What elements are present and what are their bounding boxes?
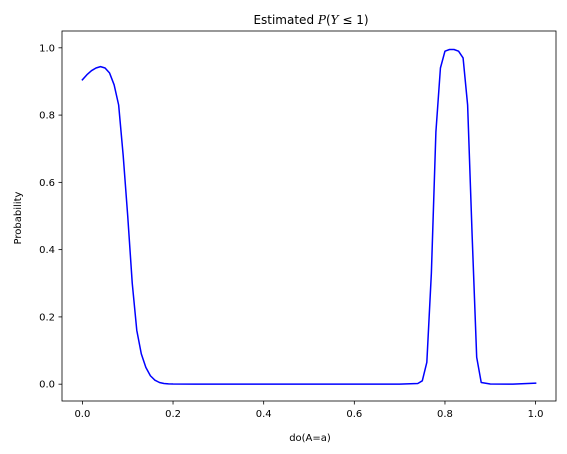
x-axis-label: do(A=a) xyxy=(289,433,331,444)
chart-title-middle: ( xyxy=(326,13,331,27)
chart-title-prefix: Estimated xyxy=(253,13,317,27)
y-tick-label: 1.0 xyxy=(39,43,55,54)
chart-title-rest: ≤ 1) xyxy=(339,13,369,27)
x-tick-label: 0.0 xyxy=(74,409,90,420)
x-tick-label: 0.2 xyxy=(165,409,181,420)
y-axis-label: Probability xyxy=(13,191,24,244)
y-tick-label: 0.4 xyxy=(39,245,55,256)
x-tick-label: 1.0 xyxy=(528,409,544,420)
y-tick-label: 0.6 xyxy=(39,178,55,189)
chart-title-var: Y xyxy=(331,13,340,27)
y-tick-label: 0.2 xyxy=(39,312,55,323)
chart-title: Estimated P(Y ≤ 1) xyxy=(253,13,368,27)
chart-title-math: P xyxy=(317,13,327,27)
plot-frame xyxy=(61,30,557,402)
x-tick-label: 0.8 xyxy=(437,409,453,420)
y-tick-label: 0.8 xyxy=(39,111,55,122)
plot-area: 0.0 0.2 0.4 0.6 0.8 1.0 0.0 0.2 0.4 0.6 0.8 1.0 xyxy=(39,30,557,420)
series-line xyxy=(81,48,537,385)
x-tick-label: 0.6 xyxy=(346,409,362,420)
x-tick-label: 0.4 xyxy=(256,409,272,420)
y-tick-label: 0.0 xyxy=(39,380,55,391)
